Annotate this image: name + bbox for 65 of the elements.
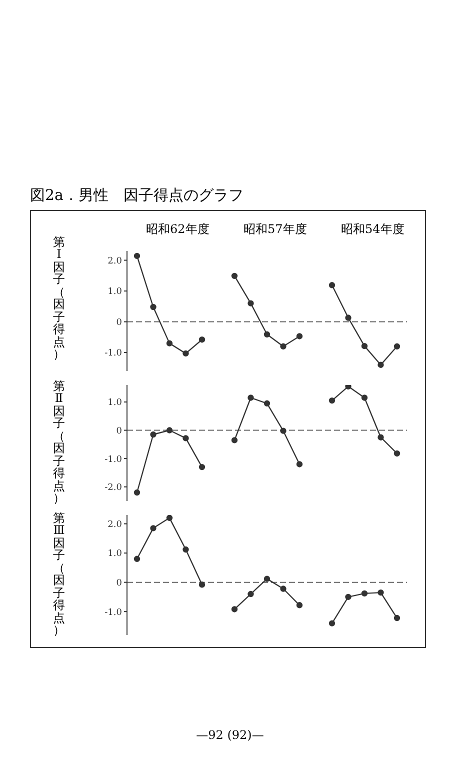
point xyxy=(231,272,238,280)
y-tick-label: -1.0 xyxy=(104,348,122,359)
text: —92 (92)— xyxy=(195,728,265,742)
point xyxy=(248,300,254,306)
point xyxy=(231,606,238,612)
y-tick-label: -1.0 xyxy=(104,608,122,618)
y-tick-label: 0 xyxy=(116,578,122,589)
y-tick-label: 2.0 xyxy=(108,520,122,530)
point xyxy=(231,437,238,444)
y-tick-label: -2.0 xyxy=(104,483,122,494)
point xyxy=(134,489,140,496)
point xyxy=(264,331,270,338)
point xyxy=(345,385,352,390)
point xyxy=(198,464,206,470)
point xyxy=(150,304,156,310)
text: 昭和62年度 xyxy=(146,221,210,238)
point xyxy=(166,515,173,522)
point xyxy=(182,435,189,442)
point xyxy=(280,428,286,434)
point xyxy=(150,431,156,438)
point xyxy=(248,394,254,401)
point xyxy=(296,461,303,468)
point xyxy=(345,314,352,321)
y-tick-label: 2.0 xyxy=(108,256,122,266)
point xyxy=(328,397,336,404)
text: 昭和54年度 xyxy=(340,221,404,238)
text: 第Ⅲ因子（因子得点） xyxy=(53,510,65,637)
point xyxy=(264,576,270,582)
point xyxy=(378,434,384,440)
point xyxy=(280,586,286,592)
point xyxy=(394,614,400,622)
point xyxy=(361,394,368,401)
text: 第Ⅰ因子（因子得点） xyxy=(53,234,65,361)
point xyxy=(248,590,254,598)
point xyxy=(296,602,303,608)
point xyxy=(198,336,206,343)
point xyxy=(361,342,368,350)
point xyxy=(166,340,173,346)
point xyxy=(134,252,140,260)
point xyxy=(361,590,368,597)
point xyxy=(345,594,352,600)
point xyxy=(150,525,156,532)
point xyxy=(394,450,400,457)
point xyxy=(166,427,173,434)
point xyxy=(328,282,336,288)
chart-title: 図2a．男性 因子得点のグラフ xyxy=(30,186,244,205)
point xyxy=(198,582,206,588)
point xyxy=(328,620,336,626)
point xyxy=(296,333,303,340)
point xyxy=(280,343,286,350)
point xyxy=(394,343,400,350)
text: 昭和57年度 xyxy=(243,221,307,238)
y-tick-label: 0 xyxy=(116,426,122,436)
y-tick-label: 0 xyxy=(116,318,122,328)
y-tick-label: 1.0 xyxy=(108,549,122,560)
point xyxy=(182,546,189,553)
y-tick-label: 1.0 xyxy=(108,287,122,298)
point xyxy=(378,589,384,596)
point xyxy=(134,556,140,562)
y-tick-label: -1.0 xyxy=(104,454,122,465)
point xyxy=(264,400,270,406)
point xyxy=(378,362,384,368)
text: 第Ⅱ因子（因子得点） xyxy=(53,378,65,505)
y-tick-label: 1.0 xyxy=(108,398,122,408)
point xyxy=(182,350,189,357)
